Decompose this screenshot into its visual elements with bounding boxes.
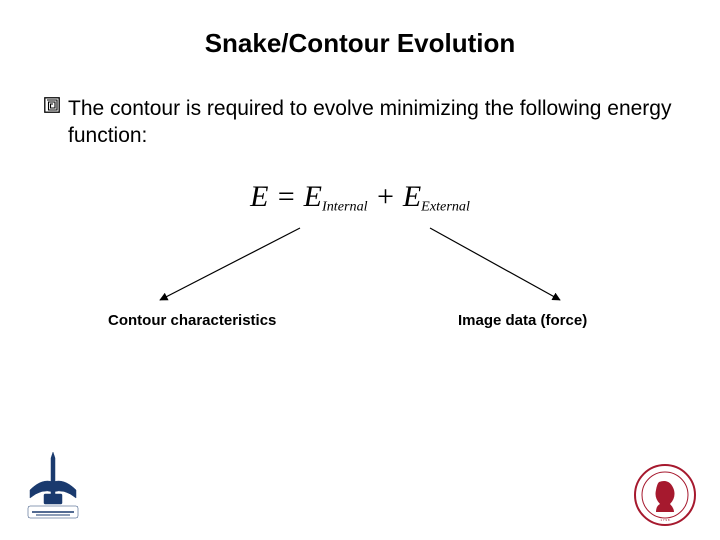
slide-title: Snake/Contour Evolution [0, 28, 720, 59]
eq-plus: + [368, 180, 403, 213]
ain-shams-university-logo [24, 450, 82, 526]
energy-equation: E = EInternal + EExternal [0, 180, 720, 215]
svg-text:· 1 7 9 8 ·: · 1 7 9 8 · [659, 518, 672, 522]
arrow-to-internal [160, 228, 300, 300]
equation-arrows [0, 220, 720, 320]
eq-lhs: E [250, 180, 268, 213]
bullet-text: The contour is required to evolve minimi… [68, 95, 678, 150]
university-of-louisville-seal-logo: · 1 7 9 8 · [634, 464, 696, 526]
eq-term2-sub: External [421, 191, 470, 210]
eq-term1-var: E [304, 180, 322, 213]
eq-equals: = [268, 180, 303, 213]
caption-image-data-force: Image data (force) [458, 312, 587, 329]
eq-term2-var: E [403, 180, 421, 213]
caption-contour-characteristics: Contour characteristics [108, 312, 276, 329]
eq-term1-sub: Internal [322, 191, 368, 210]
arrow-to-external [430, 228, 560, 300]
spiral-square-bullet-icon [44, 97, 60, 113]
